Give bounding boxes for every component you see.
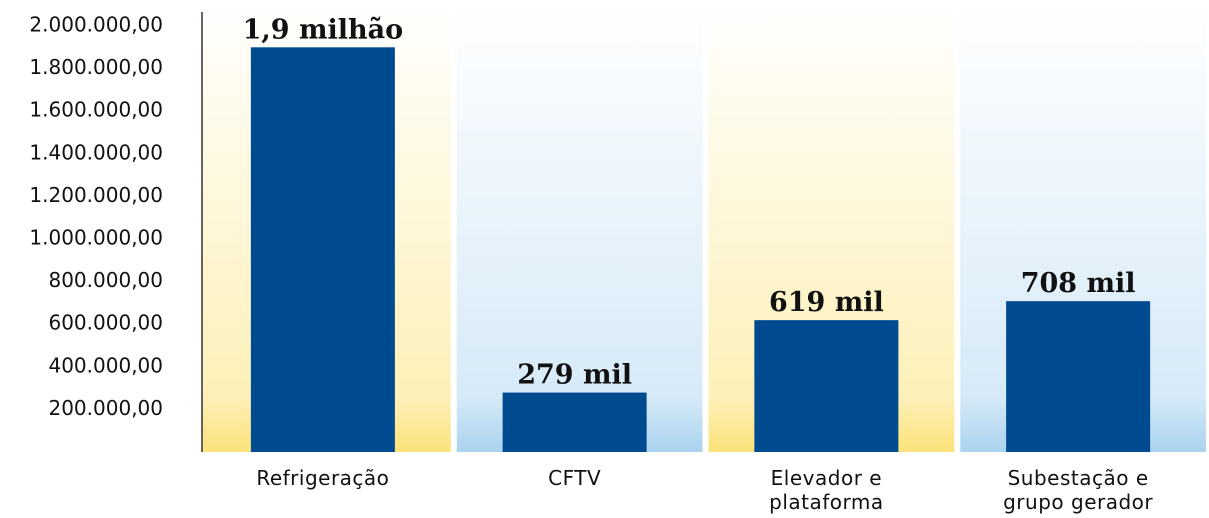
x-tick-label: Refrigeração (256, 466, 390, 490)
y-tick-label: 800.000,00 (48, 268, 163, 292)
x-tick-label: Subestação e grupo gerador (1003, 466, 1154, 514)
bar (754, 320, 899, 452)
y-tick-label: 1.800.000,00 (29, 55, 163, 79)
bar (502, 392, 647, 452)
value-label: 708 mil (1021, 268, 1136, 299)
y-tick-label: 1.600.000,00 (29, 98, 163, 122)
y-tick-label: 200.000,00 (48, 396, 163, 420)
x-tick-label: Elevador e plataforma (769, 466, 884, 514)
y-tick-label: 1.400.000,00 (29, 140, 163, 164)
y-tick-label: 1.000.000,00 (29, 226, 163, 250)
value-label: 279 mil (517, 360, 632, 391)
y-tick-label: 2.000.000,00 (29, 13, 163, 37)
y-tick-label: 600.000,00 (48, 311, 163, 335)
x-tick-label: CFTV (548, 466, 602, 490)
bar (250, 47, 395, 453)
y-tick-label: 1.200.000,00 (29, 183, 163, 207)
y-tick-label: 400.000,00 (48, 353, 163, 377)
value-label: 1,9 milhão (243, 14, 404, 45)
column-background (456, 0, 703, 452)
bar (1006, 301, 1151, 452)
value-label: 619 mil (769, 287, 884, 318)
